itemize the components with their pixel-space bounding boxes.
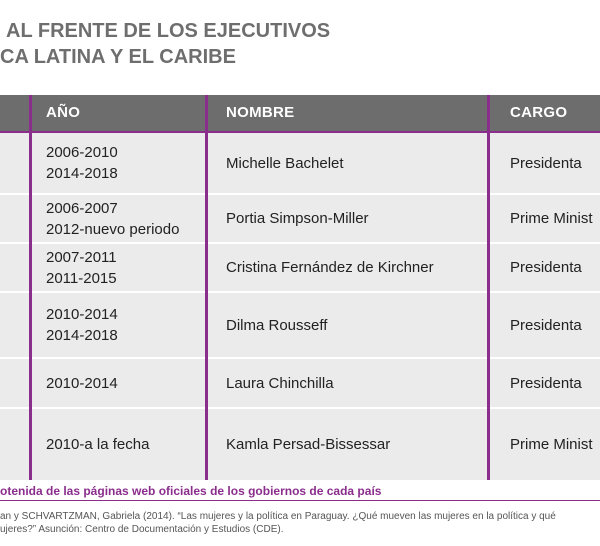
- role-cell: Presidenta: [510, 154, 582, 172]
- table-row: 2010-2014 2014-2018 Dilma Rousseff Presiden…: [0, 293, 600, 357]
- role-cell: Presidenta: [510, 316, 582, 334]
- year-cell: 2010-2014 2014-2018: [46, 293, 118, 357]
- role-cell: Prime Minist: [510, 436, 593, 453]
- column-divider: [205, 95, 208, 480]
- role-cell: Prime Minist: [510, 210, 593, 227]
- row-background: [0, 409, 600, 480]
- name-cell: Cristina Fernández de Kirchner: [226, 259, 434, 276]
- header-rule: [0, 131, 600, 133]
- role-cell: Presidenta: [510, 259, 582, 276]
- title-line-2: CA LATINA Y EL CARIBE: [0, 46, 236, 68]
- table-row: 2010-a la fecha Kamla Persad-Bissessar Pri…: [0, 409, 600, 480]
- table-title: AL FRENTE DE LOS EJECUTIVOS CA LATINA Y …: [0, 18, 600, 70]
- header-name: NOMBRE: [226, 104, 295, 121]
- header-year: AÑO: [46, 104, 81, 121]
- reference-line-1: an y SCHVARTZMAN, Gabriela (2014). “Las …: [0, 511, 556, 522]
- year-cell: 2007-2011 2011-2015: [46, 244, 117, 291]
- header-role: CARGO: [510, 104, 568, 121]
- table-row: 2010-2014 Laura Chinchilla Presidenta: [0, 359, 600, 407]
- column-divider: [29, 95, 32, 480]
- year-cell: 2010-a la fecha: [46, 409, 149, 480]
- reference: an y SCHVARTZMAN, Gabriela (2014). “Las …: [0, 510, 600, 536]
- year-range: 2007-2011: [46, 248, 117, 266]
- year-range: 2014-2018: [46, 327, 118, 344]
- year-cell: 2010-2014: [46, 359, 118, 407]
- year-range: 2010-2014: [46, 374, 118, 392]
- year-range: 2010-a la fecha: [46, 436, 150, 453]
- row-background: [0, 133, 600, 193]
- table-row: 2007-2011 2011-2015 Cristina Fernández de …: [0, 244, 600, 291]
- year-range: 2014-2018: [46, 165, 118, 182]
- reference-line-2: ujeres?” Asunción: Centro de Documentaci…: [0, 524, 284, 535]
- name-cell: Michelle Bachelet: [226, 154, 344, 172]
- row-background: [0, 195, 600, 242]
- name-cell: Portia Simpson-Miller: [226, 210, 369, 227]
- name-cell: Laura Chinchilla: [226, 374, 334, 392]
- footer-rule: [0, 500, 600, 501]
- year-cell: 2006-2010 2014-2018: [46, 133, 118, 193]
- source-note: otenida de las páginas web oficiales de …: [0, 484, 382, 498]
- year-range: 2006-2010: [46, 144, 118, 161]
- year-cell: 2006-2007 2012-nuevo periodo: [46, 195, 179, 242]
- year-range: 2010-2014: [46, 306, 118, 323]
- year-range: 2011-2015: [46, 269, 117, 287]
- table-header: AÑO NOMBRE CARGO: [0, 95, 600, 131]
- name-cell: Dilma Rousseff: [226, 316, 328, 334]
- title-line-1: AL FRENTE DE LOS EJECUTIVOS: [6, 20, 331, 42]
- row-background: [0, 244, 600, 291]
- year-range: 2012-nuevo periodo: [46, 220, 180, 238]
- table-row: 2006-2010 2014-2018 Michelle Bachelet Presi…: [0, 133, 600, 193]
- column-divider: [487, 95, 490, 480]
- row-background: [0, 359, 600, 407]
- role-cell: Presidenta: [510, 374, 582, 392]
- year-range: 2006-2007: [46, 199, 118, 217]
- row-background: [0, 293, 600, 357]
- table-row: 2006-2007 2012-nuevo periodo Portia Simpso…: [0, 195, 600, 242]
- name-cell: Kamla Persad-Bissessar: [226, 436, 391, 453]
